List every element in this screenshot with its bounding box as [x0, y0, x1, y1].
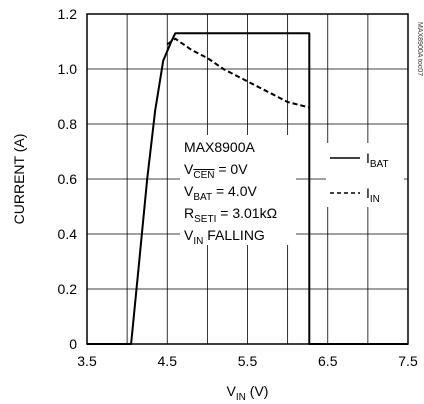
legend-label-ibat: IBAT — [366, 150, 389, 170]
x-axis-label: VIN (V) — [227, 383, 269, 403]
series-line-iin — [166, 37, 310, 109]
y-tick-label: 0 — [69, 336, 77, 352]
x-tick-label: 4.5 — [158, 353, 178, 369]
y-axis-label: CURRENT (A) — [11, 134, 27, 225]
legend-background — [326, 143, 404, 207]
series-layer — [87, 32, 408, 345]
annotation-part-number: MAX8900A — [184, 139, 255, 155]
annotation-background — [180, 135, 296, 245]
y-tick-label: 0.6 — [58, 171, 78, 187]
y-tick-label: 0.8 — [58, 116, 78, 132]
y-tick-label: 0.2 — [58, 281, 78, 297]
x-tick-label: 7.5 — [398, 353, 418, 369]
x-tick-label: 6.5 — [318, 353, 338, 369]
x-tick-labels: 3.5 4.5 5.5 6.5 7.5 — [77, 353, 418, 369]
x-tick-label: 3.5 — [77, 353, 97, 369]
legend: IBAT IIN — [326, 143, 404, 207]
figure-watermark: MAX8900A toc07 — [416, 22, 423, 76]
legend-label-iin: IIN — [366, 185, 380, 205]
annotation-vbat: VBAT = 4.0V — [184, 183, 257, 203]
annotation-rseti: RSETI = 3.01kΩ — [184, 205, 277, 225]
y-tick-labels: 0 0.2 0.4 0.6 0.8 1.0 1.2 — [58, 6, 78, 352]
x-tick-label: 5.5 — [238, 353, 258, 369]
series-line-ibat — [87, 32, 408, 345]
annotation-vin-falling: VIN FALLING — [184, 227, 265, 247]
annotation-vcen: VCEN = 0V — [184, 161, 248, 181]
y-tick-label: 1.2 — [58, 6, 78, 22]
y-tick-label: 1.0 — [58, 61, 78, 77]
conditions-annotation: MAX8900A VCEN = 0V VBAT = 4.0V RSETI = 3… — [180, 135, 296, 247]
plot-frame — [86, 13, 409, 345]
y-tick-label: 0.4 — [58, 226, 78, 242]
